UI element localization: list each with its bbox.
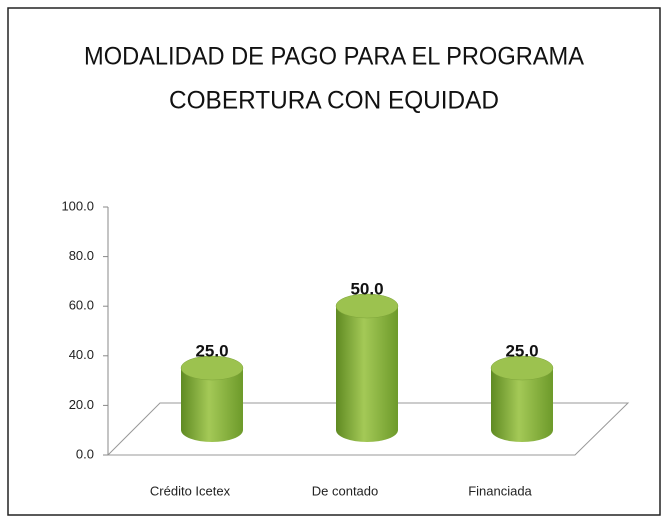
x-tick-label: Financiada (468, 483, 532, 498)
chart-title: COBERTURA CON EQUIDAD (169, 87, 499, 115)
value-label: 25.0 (505, 341, 538, 360)
bar (491, 368, 553, 442)
y-tick-label: 0.0 (76, 446, 94, 461)
value-label: 25.0 (195, 341, 228, 360)
bar-top (180, 355, 244, 381)
chart-frame (7, 7, 661, 516)
x-tick-label: De contado (312, 483, 379, 498)
bar-top (490, 355, 554, 381)
x-tick-label: Crédito Icetex (150, 483, 231, 498)
bar-top (335, 293, 399, 319)
chart-title: MODALIDAD DE PAGO PARA EL PROGRAMA (84, 43, 584, 71)
bar (336, 306, 398, 442)
value-label: 50.0 (350, 279, 383, 298)
y-tick-label: 100.0 (61, 198, 94, 213)
bar (181, 368, 243, 442)
y-tick-label: 20.0 (69, 397, 94, 412)
y-tick-label: 80.0 (69, 248, 94, 263)
y-tick-label: 40.0 (69, 347, 94, 362)
floor (106, 402, 630, 456)
y-tick-label: 60.0 (69, 298, 94, 313)
